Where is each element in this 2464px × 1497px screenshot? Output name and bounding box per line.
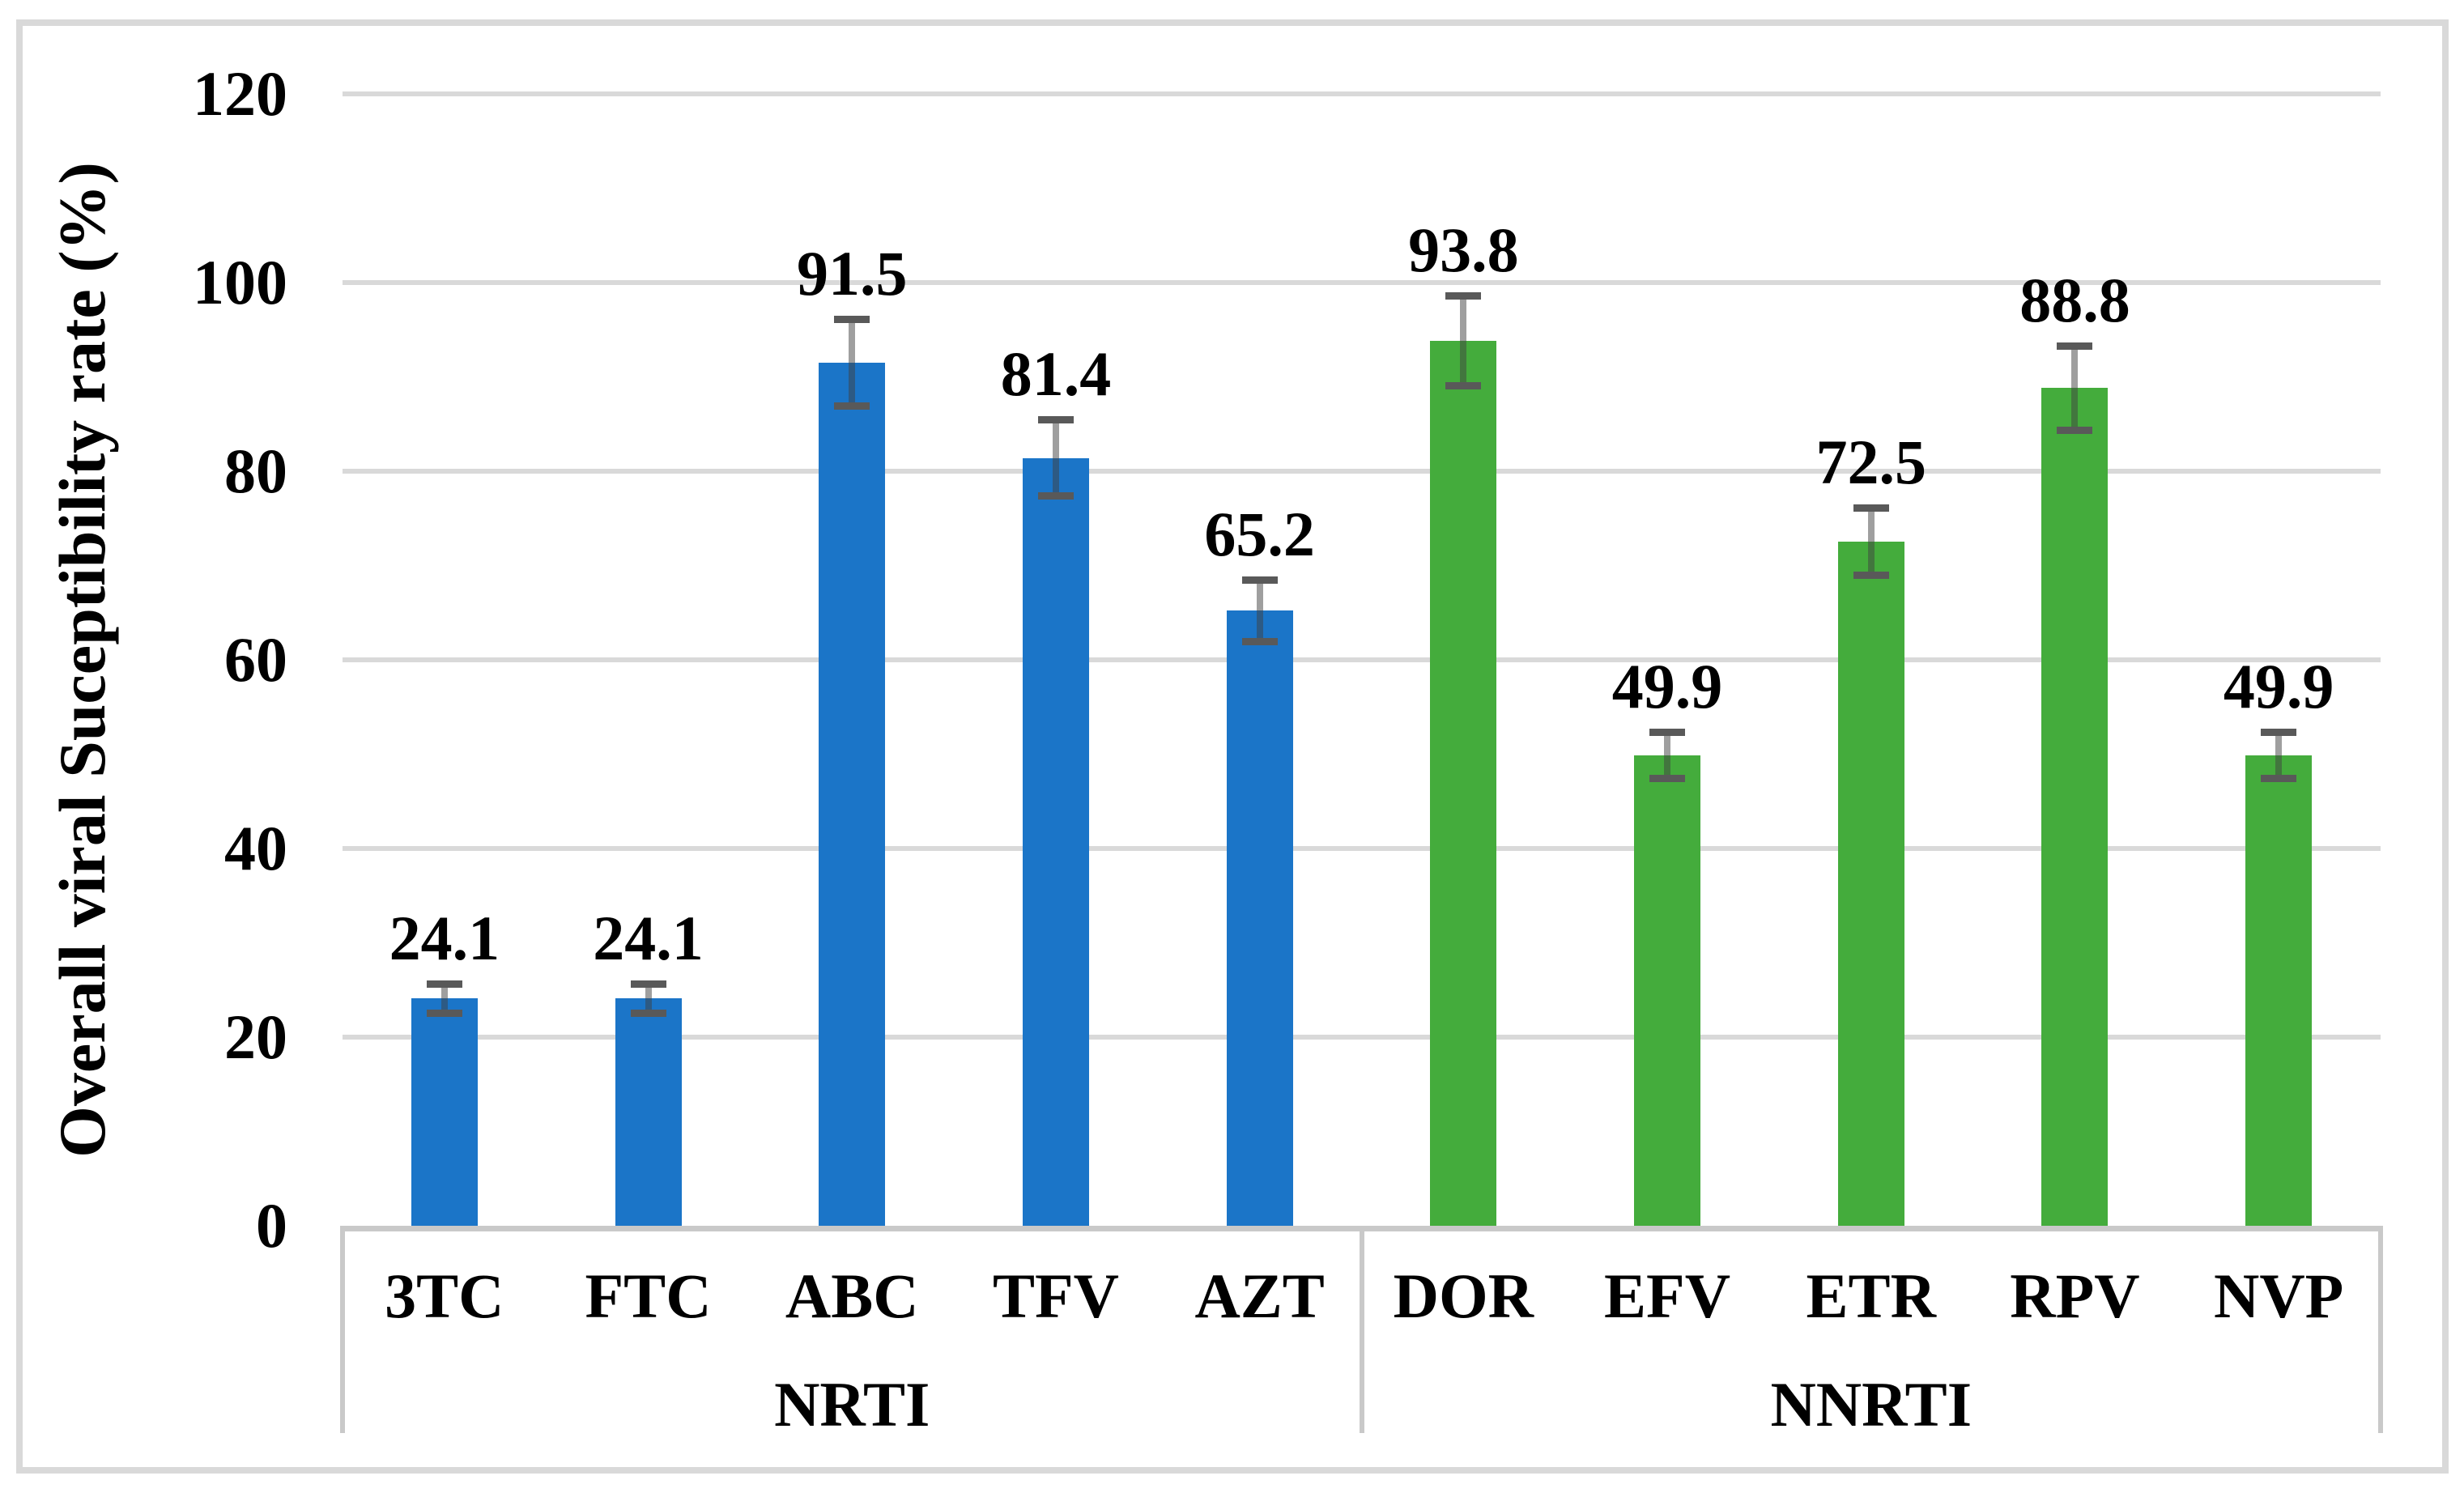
x-tick-label-ABC: ABC: [785, 1261, 919, 1331]
error-bar-cap-bottom-AZT: [1241, 637, 1278, 645]
y-tick-label-40: 40: [224, 813, 287, 883]
bar-value-label-FTC: 24.1: [593, 902, 704, 973]
error-bar-cap-bottom-EFV: [1649, 774, 1686, 782]
gridline-100: [343, 280, 2381, 285]
bar-DOR: [1430, 341, 1497, 1226]
x-tick-label-RPV: RPV: [2010, 1261, 2140, 1331]
error-bar-cap-top-DOR: [1445, 292, 1482, 300]
bar-value-label-EFV: 49.9: [1611, 650, 1723, 721]
bar-RPV: [2041, 388, 2109, 1226]
y-tick-label-120: 120: [193, 58, 287, 129]
bar-value-label-AZT: 65.2: [1204, 498, 1315, 569]
x-tick-label-ETR: ETR: [1806, 1261, 1936, 1331]
category-separator-line-1: [1359, 1226, 1364, 1433]
y-tick-label-80: 80: [224, 436, 287, 506]
y-tick-label-20: 20: [224, 1002, 287, 1072]
bar-TFV: [1022, 457, 1089, 1226]
error-bar-cap-top-RPV: [2057, 342, 2093, 351]
bar-value-label-ABC: 91.5: [797, 238, 908, 309]
x-tick-label-FTC: FTC: [585, 1261, 712, 1331]
gridline-120: [343, 91, 2381, 96]
category-separator-line-0: [340, 1226, 345, 1433]
error-bar-stem-AZT: [1256, 579, 1263, 642]
x-tick-label-3TC: 3TC: [385, 1261, 504, 1331]
x-tick-label-AZT: AZT: [1194, 1261, 1325, 1331]
gridline-80: [343, 469, 2381, 474]
bar-ABC: [819, 363, 886, 1226]
bar-3TC: [411, 998, 478, 1226]
x-tick-label-TFV: TFV: [992, 1261, 1119, 1331]
bar-ETR: [1837, 542, 1904, 1226]
error-bar-cap-top-TFV: [1037, 415, 1074, 423]
bar-value-label-RPV: 88.8: [2019, 265, 2130, 336]
error-bar-stem-NVP: [2275, 731, 2283, 779]
error-bar-cap-bottom-3TC: [426, 1009, 462, 1017]
error-bar-stem-FTC: [645, 983, 652, 1014]
error-bar-stem-EFV: [1664, 731, 1671, 779]
error-bar-cap-top-ABC: [834, 316, 870, 324]
error-bar-cap-bottom-NVP: [2261, 774, 2297, 782]
x-tick-label-DOR: DOR: [1393, 1261, 1534, 1331]
x-tick-label-EFV: EFV: [1604, 1261, 1731, 1331]
bar-value-label-3TC: 24.1: [389, 902, 500, 973]
group-label-NRTI: NRTI: [774, 1369, 930, 1440]
bar-EFV: [1634, 755, 1701, 1226]
bar-value-label-ETR: 72.5: [1815, 427, 1927, 498]
error-bar-stem-ABC: [849, 319, 856, 406]
error-bar-cap-top-EFV: [1649, 728, 1686, 736]
error-bar-stem-RPV: [2071, 346, 2079, 431]
error-bar-cap-bottom-DOR: [1445, 382, 1482, 390]
error-bar-cap-bottom-ETR: [1853, 572, 1889, 580]
error-bar-cap-bottom-TFV: [1037, 492, 1074, 500]
y-tick-label-100: 100: [193, 247, 287, 317]
error-bar-cap-bottom-ABC: [834, 402, 870, 410]
bar-NVP: [2245, 755, 2313, 1226]
error-bar-stem-TFV: [1052, 419, 1059, 497]
error-bar-cap-bottom-FTC: [630, 1009, 666, 1017]
figure-border: [16, 19, 2449, 1474]
error-bar-cap-top-AZT: [1241, 576, 1278, 584]
y-tick-label-60: 60: [224, 624, 287, 695]
gridline-20: [343, 1035, 2381, 1040]
bar-value-label-NVP: 49.9: [2223, 650, 2334, 721]
category-separator-line-2: [2378, 1226, 2383, 1433]
error-bar-cap-top-ETR: [1853, 504, 1889, 512]
error-bar-stem-ETR: [1867, 508, 1875, 576]
group-label-NNRTI: NNRTI: [1770, 1369, 1972, 1440]
bar-value-label-DOR: 93.8: [1408, 215, 1519, 286]
y-tick-label-0: 0: [256, 1190, 287, 1261]
error-bar-cap-bottom-RPV: [2057, 426, 2093, 434]
gridline-60: [343, 657, 2381, 662]
gridline-40: [343, 846, 2381, 851]
x-tick-label-NVP: NVP: [2213, 1261, 2344, 1331]
bar-value-label-TFV: 81.4: [1000, 338, 1112, 409]
error-bar-stem-3TC: [440, 983, 448, 1014]
bar-FTC: [615, 998, 682, 1226]
error-bar-stem-DOR: [1460, 296, 1467, 387]
error-bar-cap-top-3TC: [426, 980, 462, 988]
error-bar-cap-top-FTC: [630, 980, 666, 988]
error-bar-cap-top-NVP: [2261, 728, 2297, 736]
bar-AZT: [1226, 610, 1293, 1226]
